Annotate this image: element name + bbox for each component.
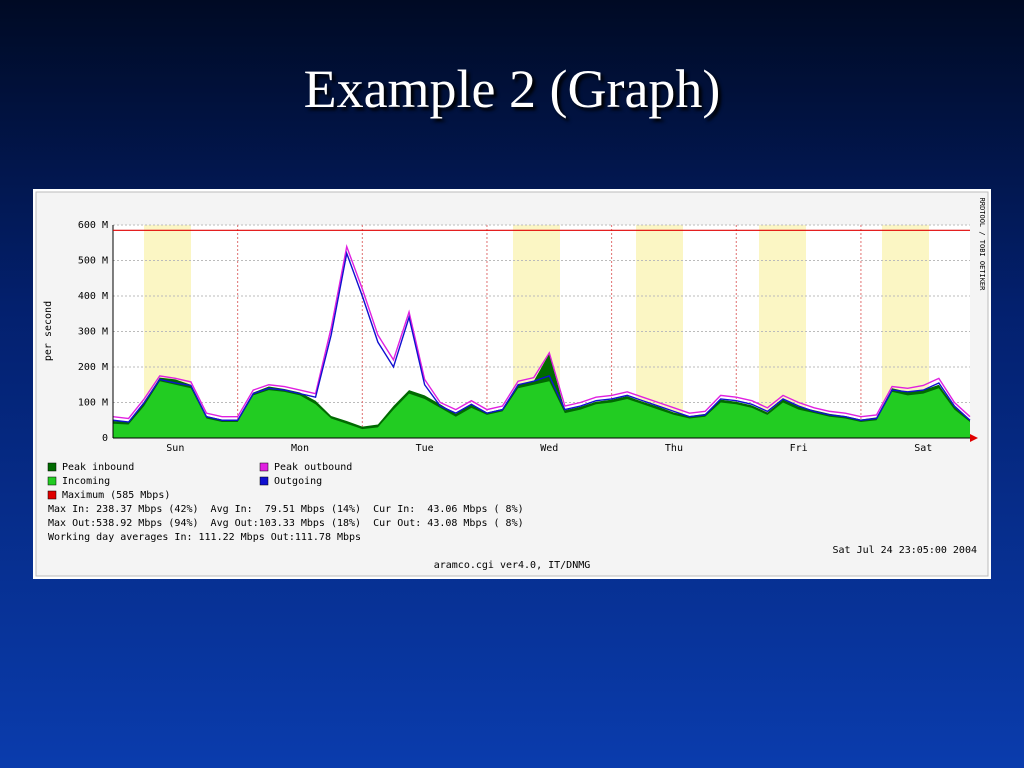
- axis-arrow: [970, 434, 978, 442]
- legend-swatch: [47, 490, 57, 500]
- x-tick-label: Sat: [914, 443, 932, 454]
- x-tick-label: Fri: [790, 443, 808, 454]
- footer: aramco.cgi ver4.0, IT/DNMG: [434, 560, 591, 571]
- y-tick-label: 500 M: [78, 256, 108, 267]
- y-axis-label: per second: [43, 301, 54, 361]
- x-tick-label: Mon: [291, 443, 309, 454]
- line: [112, 250, 971, 423]
- y-tick-label: 0: [102, 433, 108, 444]
- legend-swatch: [47, 476, 57, 486]
- watermark: RRDTOOL / TOBI OETIKER: [978, 198, 986, 292]
- y-tick-label: 300 M: [78, 327, 108, 338]
- legend-label: Peak inbound: [62, 462, 134, 473]
- stats-line: Max Out:538.92 Mbps (94%) Avg Out:103.33…: [48, 518, 524, 529]
- y-tick-label: 100 M: [78, 398, 108, 409]
- legend-label: Incoming: [62, 476, 110, 487]
- legend-swatch: [259, 476, 269, 486]
- area: [113, 381, 970, 438]
- legend-swatch: [259, 462, 269, 472]
- line: [112, 244, 971, 420]
- x-tick-label: Sun: [166, 443, 184, 454]
- x-tick-label: Tue: [416, 443, 434, 454]
- y-tick-label: 600 M: [78, 220, 108, 231]
- x-tick-label: Thu: [665, 443, 683, 454]
- legend-label: Peak outbound: [274, 462, 352, 473]
- stats-line: Working day averages In: 111.22 Mbps Out…: [48, 532, 361, 543]
- slide-title: Example 2 (Graph): [303, 59, 721, 119]
- stats-line: Max In: 238.37 Mbps (42%) Avg In: 79.51 …: [48, 504, 524, 515]
- legend-label: Maximum (585 Mbps): [62, 490, 170, 501]
- y-tick-label: 400 M: [78, 291, 108, 302]
- x-tick-label: Wed: [540, 443, 558, 454]
- legend-swatch: [47, 462, 57, 472]
- timestamp: Sat Jul 24 23:05:00 2004: [833, 545, 978, 556]
- legend-label: Outgoing: [274, 476, 322, 487]
- y-tick-label: 200 M: [78, 362, 108, 373]
